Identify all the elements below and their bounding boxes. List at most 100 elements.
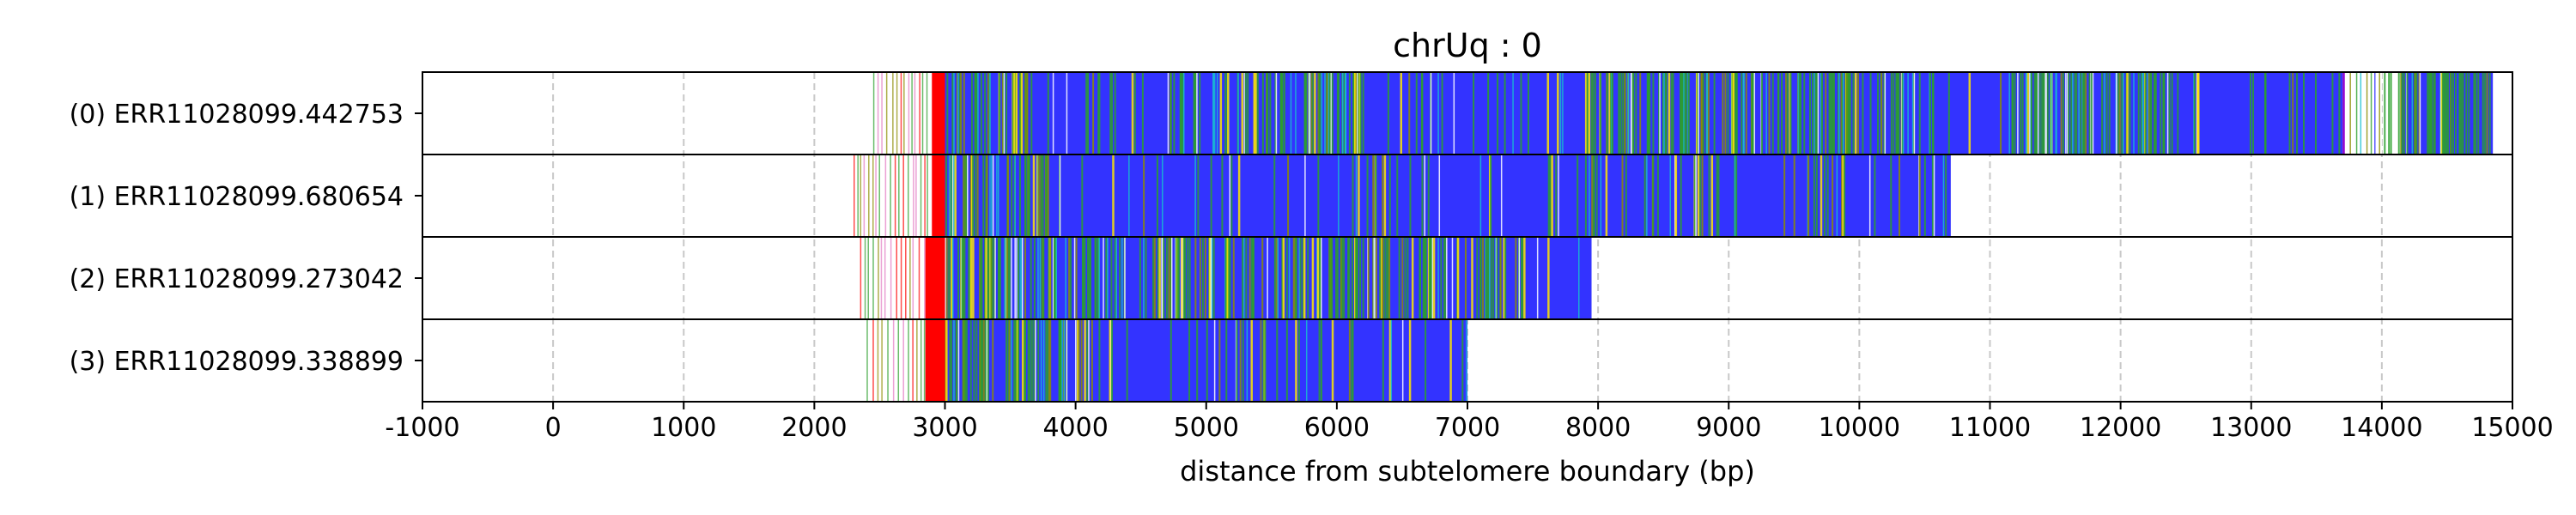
body-stripe <box>1242 237 1245 319</box>
scatter-mark <box>919 72 920 154</box>
body-stripe <box>1656 154 1659 237</box>
body-stripe <box>1727 72 1729 154</box>
body-stripe <box>1170 72 1172 154</box>
body-stripe <box>1803 72 1806 154</box>
body-stripe <box>1303 237 1306 319</box>
body-stripe <box>1037 319 1040 402</box>
body-stripe <box>1536 237 1539 319</box>
scatter-mark <box>912 319 914 402</box>
body-stripe <box>1210 154 1212 237</box>
body-stripe <box>1652 154 1655 237</box>
scatter-mark <box>890 154 891 237</box>
body-stripe <box>1798 72 1801 154</box>
body-stripe <box>1213 319 1216 402</box>
body-stripe <box>1358 154 1360 237</box>
scatter-mark <box>920 154 922 237</box>
body-stripe <box>1098 319 1101 402</box>
scatter-mark <box>890 237 892 319</box>
body-stripe <box>1229 237 1231 319</box>
body-stripe <box>1020 72 1024 154</box>
body-stripe <box>1932 72 1935 154</box>
body-stripe <box>1048 237 1050 319</box>
body-stripe <box>1884 72 1886 154</box>
body-stripe <box>1437 237 1439 319</box>
body-stripe <box>1512 72 1514 154</box>
body-stripe <box>2429 72 2432 154</box>
body-stripe <box>1812 72 1814 154</box>
body-stripe <box>989 154 991 237</box>
body-stripe <box>1082 237 1084 319</box>
body-stripe <box>2075 72 2078 154</box>
body-stripe <box>1224 72 1227 154</box>
x-tick-label-2: 1000 <box>651 413 716 443</box>
body-stripe <box>1226 237 1229 319</box>
body-stripe <box>1382 154 1384 237</box>
body-stripe <box>1559 72 1562 154</box>
body-stripe <box>1273 237 1276 319</box>
body-stripe <box>1143 237 1145 319</box>
body-stripe <box>967 154 969 237</box>
body-stripe <box>1710 154 1714 237</box>
body-stripe <box>1735 154 1738 237</box>
body-stripe <box>1383 237 1386 319</box>
body-stripe <box>1309 72 1311 154</box>
body-stripe <box>1005 72 1008 154</box>
body-stripe <box>1522 237 1524 319</box>
body-stripe <box>2045 72 2048 154</box>
body-stripe <box>1080 319 1083 402</box>
body-stripe <box>1386 237 1388 319</box>
scatter-mark <box>924 237 926 319</box>
body-stripe <box>1375 237 1377 319</box>
body-stripe <box>1518 237 1521 319</box>
body-stripe <box>1856 72 1859 154</box>
body-stripe <box>2154 72 2157 154</box>
body-stripe <box>1717 154 1720 237</box>
body-stripe <box>1112 154 1115 237</box>
body-stripe <box>1018 319 1020 402</box>
body-stripe <box>1358 72 1360 154</box>
body-stripe <box>1902 72 1905 154</box>
start-block-0 <box>932 154 945 237</box>
body-stripe <box>1281 72 1284 154</box>
body-stripe <box>1182 237 1185 319</box>
body-stripe <box>2021 72 2024 154</box>
body-stripe <box>1652 72 1655 154</box>
body-stripe <box>950 154 952 237</box>
body-stripe <box>2012 72 2014 154</box>
body-stripe <box>1030 319 1033 402</box>
chart-title: chrUq : 0 <box>1393 27 1542 64</box>
body-stripe <box>962 237 964 319</box>
body-stripe <box>975 319 978 402</box>
body-stripe <box>1461 319 1464 402</box>
body-stripe <box>984 319 987 402</box>
body-stripe <box>1107 237 1109 319</box>
body-stripe <box>2063 72 2065 154</box>
body-stripe <box>2088 72 2091 154</box>
scatter-mark <box>892 319 895 402</box>
scatter-mark <box>905 237 907 319</box>
body-stripe <box>2415 72 2417 154</box>
body-stripe <box>1832 72 1835 154</box>
body-stripe <box>957 72 959 154</box>
body-stripe <box>1039 237 1042 319</box>
body-stripe <box>1321 319 1323 402</box>
body-stripe <box>1324 72 1326 154</box>
body-stripe <box>1281 237 1284 319</box>
scatter-mark <box>897 319 900 402</box>
body-stripe <box>1305 319 1308 402</box>
body-stripe <box>2433 72 2436 154</box>
body-stripe <box>1808 72 1811 154</box>
body-stripe <box>1143 154 1145 237</box>
body-stripe <box>956 319 958 402</box>
body-stripe <box>1897 72 1899 154</box>
body-stripe <box>1326 72 1328 154</box>
body-stripe <box>1760 72 1763 154</box>
body-stripe <box>2014 72 2016 154</box>
body-stripe <box>1184 237 1187 319</box>
body-stripe <box>1713 72 1716 154</box>
body-stripe <box>1033 319 1036 402</box>
body-stripe <box>1299 237 1302 319</box>
body-stripe <box>1549 154 1552 237</box>
body-stripe <box>1621 72 1624 154</box>
body-stripe <box>953 72 955 154</box>
